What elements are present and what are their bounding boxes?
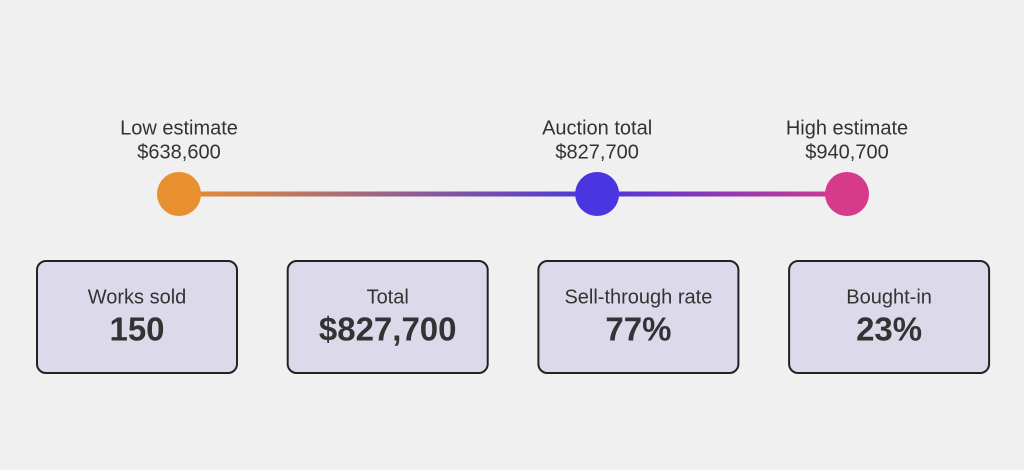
point-amount: $638,600: [137, 141, 220, 163]
stat-value: 150: [109, 311, 164, 348]
stat-label: Sell-through rate: [564, 286, 712, 308]
point-label: Auction total: [542, 117, 652, 139]
stat-value: $827,700: [319, 311, 457, 348]
point-dot: [157, 172, 201, 216]
stat-card: [286, 260, 489, 374]
stat-label: Total: [367, 286, 409, 308]
point-dot: [575, 172, 620, 216]
stat-value: 23%: [856, 311, 922, 348]
stat-label: Works sold: [88, 286, 187, 308]
point-amount: $827,700: [555, 141, 638, 163]
stat-label: Bought-in: [846, 286, 932, 308]
point-label: High estimate: [786, 117, 908, 139]
stat-value: 77%: [605, 311, 671, 348]
stat-card: [788, 260, 991, 374]
stat-card: [537, 260, 740, 374]
point-label: Low estimate: [120, 117, 238, 139]
stat-card: [36, 260, 238, 374]
point-dot: [825, 172, 869, 216]
point-amount: $940,700: [805, 141, 888, 163]
